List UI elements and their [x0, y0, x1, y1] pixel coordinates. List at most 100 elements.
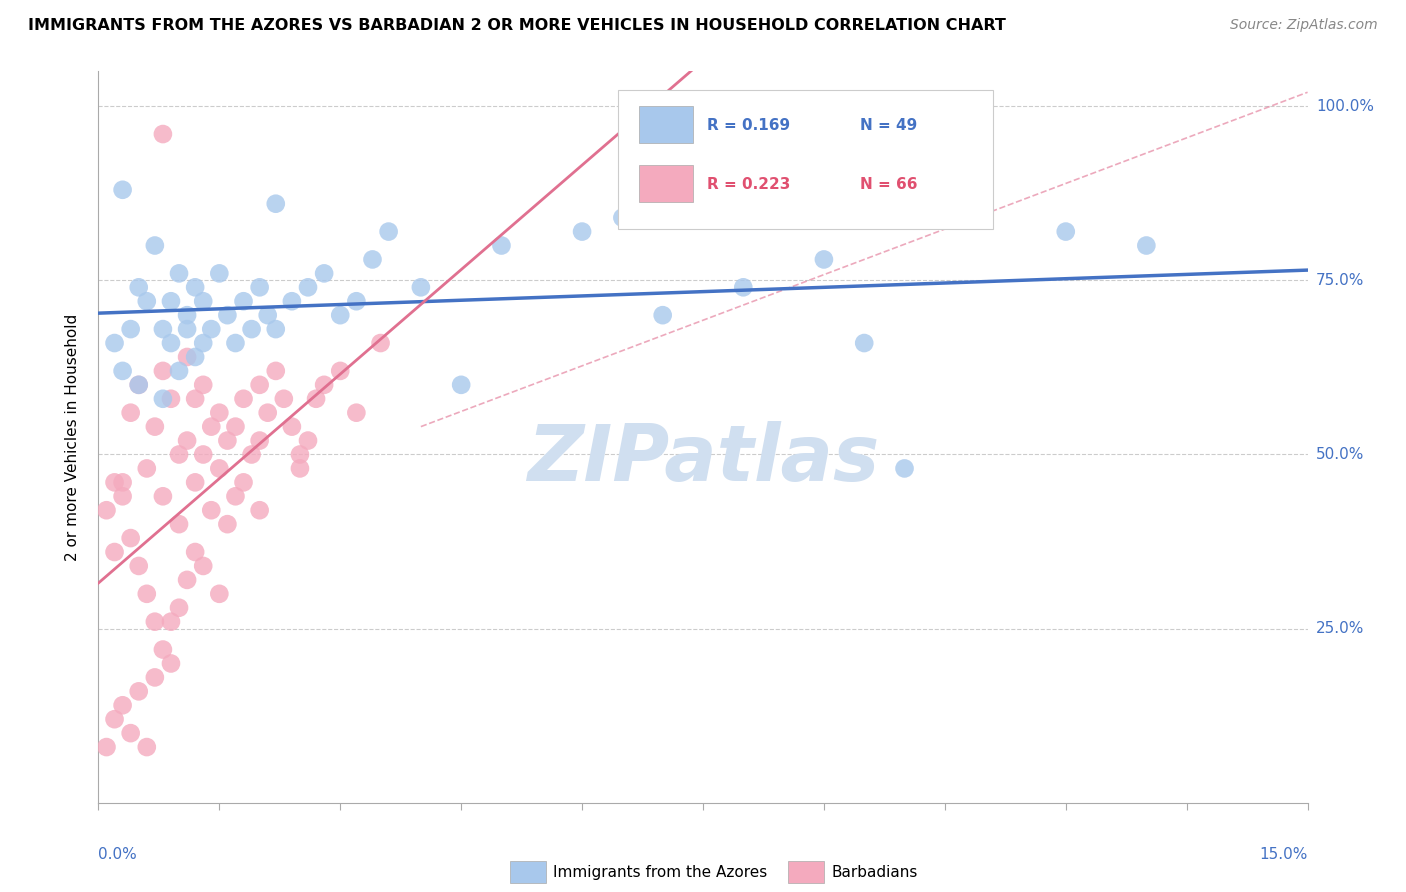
Point — [120, 322, 142, 336]
Point — [377, 225, 399, 239]
Point — [176, 322, 198, 336]
Point — [103, 712, 125, 726]
Point — [143, 670, 166, 684]
Point — [135, 587, 157, 601]
Point — [314, 266, 336, 280]
Point — [103, 475, 125, 490]
Point — [314, 377, 336, 392]
Point — [224, 489, 246, 503]
Text: N = 66: N = 66 — [860, 177, 918, 192]
Point — [344, 406, 367, 420]
Point — [103, 336, 125, 351]
Point — [111, 183, 134, 197]
Point — [128, 280, 150, 294]
FancyBboxPatch shape — [638, 106, 693, 143]
Point — [232, 294, 254, 309]
Point — [184, 475, 207, 490]
Point — [176, 350, 198, 364]
Point — [329, 364, 352, 378]
Point — [264, 364, 287, 378]
Y-axis label: 2 or more Vehicles in Household: 2 or more Vehicles in Household — [65, 313, 80, 561]
Point — [217, 517, 239, 532]
Point — [152, 392, 174, 406]
Point — [893, 461, 915, 475]
Point — [193, 336, 215, 351]
Point — [733, 280, 755, 294]
Point — [152, 642, 174, 657]
Text: 0.0%: 0.0% — [98, 847, 138, 862]
Point — [167, 364, 190, 378]
Text: Immigrants from the Azores: Immigrants from the Azores — [553, 864, 768, 880]
Point — [450, 377, 472, 392]
Point — [103, 545, 125, 559]
Text: 100.0%: 100.0% — [1316, 99, 1374, 113]
Point — [305, 392, 328, 406]
Point — [176, 573, 198, 587]
Point — [120, 531, 142, 545]
Point — [217, 308, 239, 322]
FancyBboxPatch shape — [509, 862, 546, 883]
Point — [240, 322, 263, 336]
Point — [160, 615, 183, 629]
Text: Barbadians: Barbadians — [831, 864, 918, 880]
Point — [135, 461, 157, 475]
Point — [361, 252, 384, 267]
Point — [208, 406, 231, 420]
Point — [152, 364, 174, 378]
FancyBboxPatch shape — [638, 165, 693, 202]
Text: R = 0.169: R = 0.169 — [707, 118, 790, 133]
Text: R = 0.223: R = 0.223 — [707, 177, 790, 192]
Point — [160, 392, 183, 406]
Point — [128, 558, 150, 573]
Point — [176, 434, 198, 448]
Point — [160, 336, 183, 351]
Point — [1135, 238, 1157, 252]
FancyBboxPatch shape — [787, 862, 824, 883]
Point — [297, 434, 319, 448]
Point — [297, 280, 319, 294]
Point — [184, 392, 207, 406]
Point — [120, 406, 142, 420]
Point — [200, 503, 222, 517]
Point — [651, 308, 673, 322]
Text: Source: ZipAtlas.com: Source: ZipAtlas.com — [1230, 18, 1378, 32]
Text: 75.0%: 75.0% — [1316, 273, 1364, 288]
Text: IMMIGRANTS FROM THE AZORES VS BARBADIAN 2 OR MORE VEHICLES IN HOUSEHOLD CORRELAT: IMMIGRANTS FROM THE AZORES VS BARBADIAN … — [28, 18, 1007, 33]
Point — [96, 503, 118, 517]
Point — [813, 252, 835, 267]
Point — [853, 336, 876, 351]
Point — [249, 377, 271, 392]
Point — [273, 392, 295, 406]
Point — [143, 419, 166, 434]
Point — [264, 196, 287, 211]
Point — [208, 266, 231, 280]
Point — [288, 461, 311, 475]
Point — [217, 434, 239, 448]
Point — [409, 280, 432, 294]
Point — [224, 336, 246, 351]
Text: 15.0%: 15.0% — [1260, 847, 1308, 862]
Point — [128, 684, 150, 698]
Point — [111, 475, 134, 490]
Point — [1054, 225, 1077, 239]
Point — [370, 336, 392, 351]
Point — [249, 434, 271, 448]
Point — [249, 503, 271, 517]
Point — [344, 294, 367, 309]
Point — [128, 377, 150, 392]
Point — [200, 322, 222, 336]
Point — [249, 280, 271, 294]
Point — [256, 406, 278, 420]
Point — [111, 364, 134, 378]
Point — [176, 308, 198, 322]
Point — [152, 127, 174, 141]
Point — [193, 558, 215, 573]
Point — [193, 377, 215, 392]
Text: ZIPatlas: ZIPatlas — [527, 421, 879, 497]
Point — [96, 740, 118, 755]
Point — [152, 489, 174, 503]
Point — [128, 377, 150, 392]
Point — [208, 461, 231, 475]
Text: 50.0%: 50.0% — [1316, 447, 1364, 462]
Point — [152, 322, 174, 336]
